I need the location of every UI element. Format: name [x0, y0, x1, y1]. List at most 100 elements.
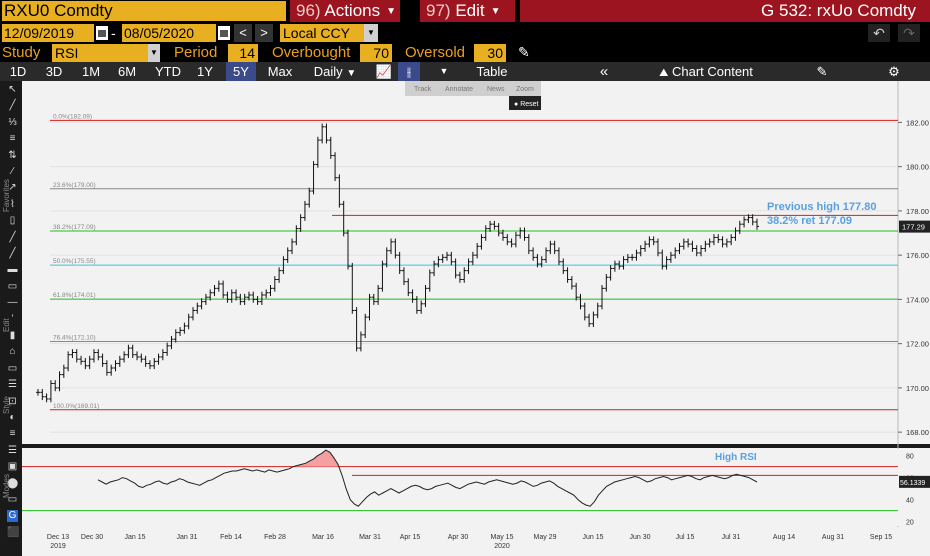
chevron-down-icon: ▼ [490, 6, 501, 17]
undo-button[interactable]: ↶ [868, 24, 890, 42]
trendline-icon[interactable]: ╱ [9, 231, 16, 243]
hline-icon[interactable]: — [7, 297, 18, 309]
rsi-tick-label: 80 [906, 454, 914, 461]
modes-label: Modes [2, 473, 11, 498]
settings-button[interactable]: ⚙ [884, 62, 904, 81]
home-icon[interactable]: ⌂ [9, 346, 16, 358]
y-tick-label: 176.00 [906, 251, 929, 260]
undo-icon: ↶ [873, 25, 885, 41]
x-tick-label: Dec 13 [47, 534, 69, 541]
last-price-label: 177.29 [902, 223, 925, 232]
level-icon[interactable]: ≡ [9, 133, 16, 145]
line-tool-icon[interactable]: ╱ [9, 100, 16, 112]
g-icon[interactable]: G [7, 510, 18, 523]
chevron-right-icon: > [260, 25, 268, 40]
y-tick-label: 168.00 [906, 428, 929, 437]
price-chart[interactable]: 0.0%(182.09) 23.6%(179.00) 38.2%(177.09) 50… [22, 81, 930, 556]
overbought-input[interactable]: 70 [360, 44, 392, 62]
x-year-label: 2020 [494, 543, 510, 550]
edit-menu[interactable]: 97) Edit ▼ [420, 0, 515, 22]
start-date-field[interactable]: 12/09/2019 [2, 24, 94, 42]
annotation-labels: Previous high 177.80 38.2% ret 177.09 [767, 201, 876, 227]
pencil-icon[interactable]: ✎ [518, 44, 530, 60]
actions-menu[interactable]: 96) Actions ▼ [290, 0, 400, 22]
x-tick-label: May 29 [534, 534, 557, 541]
track-tool[interactable]: Track [414, 86, 432, 93]
next-period-button[interactable]: > [255, 24, 273, 42]
oversold-input[interactable]: 30 [474, 44, 506, 62]
x-tick-label: Jan 31 [176, 534, 197, 541]
ray-icon[interactable]: ∕ [11, 166, 14, 177]
end-date-field[interactable]: 08/05/2020 [122, 24, 216, 42]
x-tick-label: Jan 15 [124, 534, 145, 541]
legend-icon[interactable]: ▣ [7, 461, 18, 473]
bar-chart-button[interactable]: ⫲ [398, 62, 420, 81]
rect-icon[interactable]: ▯ [9, 215, 16, 227]
range-button-5y[interactable]: 5Y [226, 62, 256, 81]
range-button-1d[interactable]: 1D [9, 64, 27, 79]
x-tick-label: Sep 15 [870, 534, 892, 541]
pointer-icon[interactable]: ↖ [8, 84, 17, 95]
frame-icon[interactable]: ▭ [7, 362, 18, 374]
line2-icon[interactable]: ╱ [9, 248, 16, 259]
panel-icon[interactable]: ▭ [7, 494, 18, 505]
fib-label: 38.2%(177.09) [53, 224, 96, 231]
menu-icon[interactable]: ☰ [8, 379, 17, 391]
window-title-text: G 532: rxUo Comdty [761, 1, 916, 20]
chevron-down-icon: ▼ [148, 44, 160, 62]
rsi-background [22, 449, 930, 526]
range-button-1m[interactable]: 1M [81, 64, 101, 79]
chevron-down-icon: ▼ [439, 66, 449, 76]
freehand-icon[interactable]: ⌇ [10, 198, 15, 210]
study-select[interactable]: RSI ▼ [52, 44, 160, 62]
calendar-icon[interactable] [96, 26, 108, 40]
redo-button[interactable]: ↷ [898, 24, 920, 42]
x-tick-label: Apr 15 [400, 534, 421, 541]
channel-icon[interactable]: ⇅ [8, 149, 17, 161]
range-button-6m[interactable]: 6M [117, 64, 137, 79]
list-icon[interactable]: ☰ [8, 444, 17, 456]
dot-icon[interactable]: ⬤ [7, 477, 19, 489]
price-bars [36, 123, 759, 403]
news-tool[interactable]: News [487, 86, 505, 93]
currency-select[interactable]: Local CCY ▼ [280, 24, 378, 42]
bar-icon[interactable]: ▬ [7, 264, 18, 276]
arrow-icon[interactable]: ↗ [8, 182, 17, 194]
style-icon[interactable]: ≡ [9, 428, 16, 440]
box-icon[interactable]: ▭ [7, 280, 18, 292]
color-icon[interactable]: ◐ [9, 412, 16, 423]
rsi-last-box [899, 475, 930, 488]
annotate-tool[interactable]: Annotate [445, 86, 473, 93]
date-separator: - [111, 25, 116, 41]
table-button[interactable]: Table [462, 62, 522, 81]
range-button-max[interactable]: Max [267, 64, 293, 79]
chart-content-button[interactable]: ⛰ Chart Content [646, 62, 766, 81]
x-tick-label: Jun 30 [629, 534, 650, 541]
frequency-select[interactable]: Daily ▼ [304, 62, 366, 81]
fib-label: 76.4%(172.10) [53, 334, 96, 341]
period-input[interactable]: 14 [228, 44, 258, 62]
range-button-3d[interactable]: 3D [45, 64, 63, 79]
range-button-ytd[interactable]: YTD [155, 64, 181, 79]
annotate-edit-button[interactable]: ✎ [812, 62, 832, 81]
fill-icon[interactable]: ⬛ [7, 526, 20, 538]
last-price-box [899, 220, 930, 233]
text-icon[interactable]: ʼ [11, 313, 14, 325]
prev-period-button[interactable]: < [234, 24, 252, 42]
marker-icon[interactable]: ▮ [9, 330, 16, 341]
overbought-label: Overbought [272, 44, 351, 61]
collapse-button[interactable]: « [594, 62, 614, 81]
crosshair-icon[interactable]: ⊡ [8, 395, 17, 407]
fibonacci-levels: 0.0%(182.09) 23.6%(179.00) 38.2%(177.09) 50… [50, 113, 898, 411]
chart-type-dropdown[interactable]: ▼ [436, 62, 452, 81]
range-button-1y[interactable]: 1Y [197, 64, 213, 79]
fib-icon[interactable]: ⅓ [8, 116, 17, 128]
calendar-icon[interactable] [218, 26, 230, 40]
zoom-tool[interactable]: Zoom [516, 86, 534, 93]
window-title: G 532: rxUo Comdty [520, 0, 930, 22]
ticker-label: RXU0 Comdty [4, 1, 113, 20]
chevron-down-icon: ▼ [386, 6, 397, 17]
security-ticker[interactable]: RXU0 Comdty [2, 1, 286, 21]
reset-button[interactable] [509, 96, 541, 110]
line-chart-button[interactable]: 📈 [372, 62, 396, 81]
